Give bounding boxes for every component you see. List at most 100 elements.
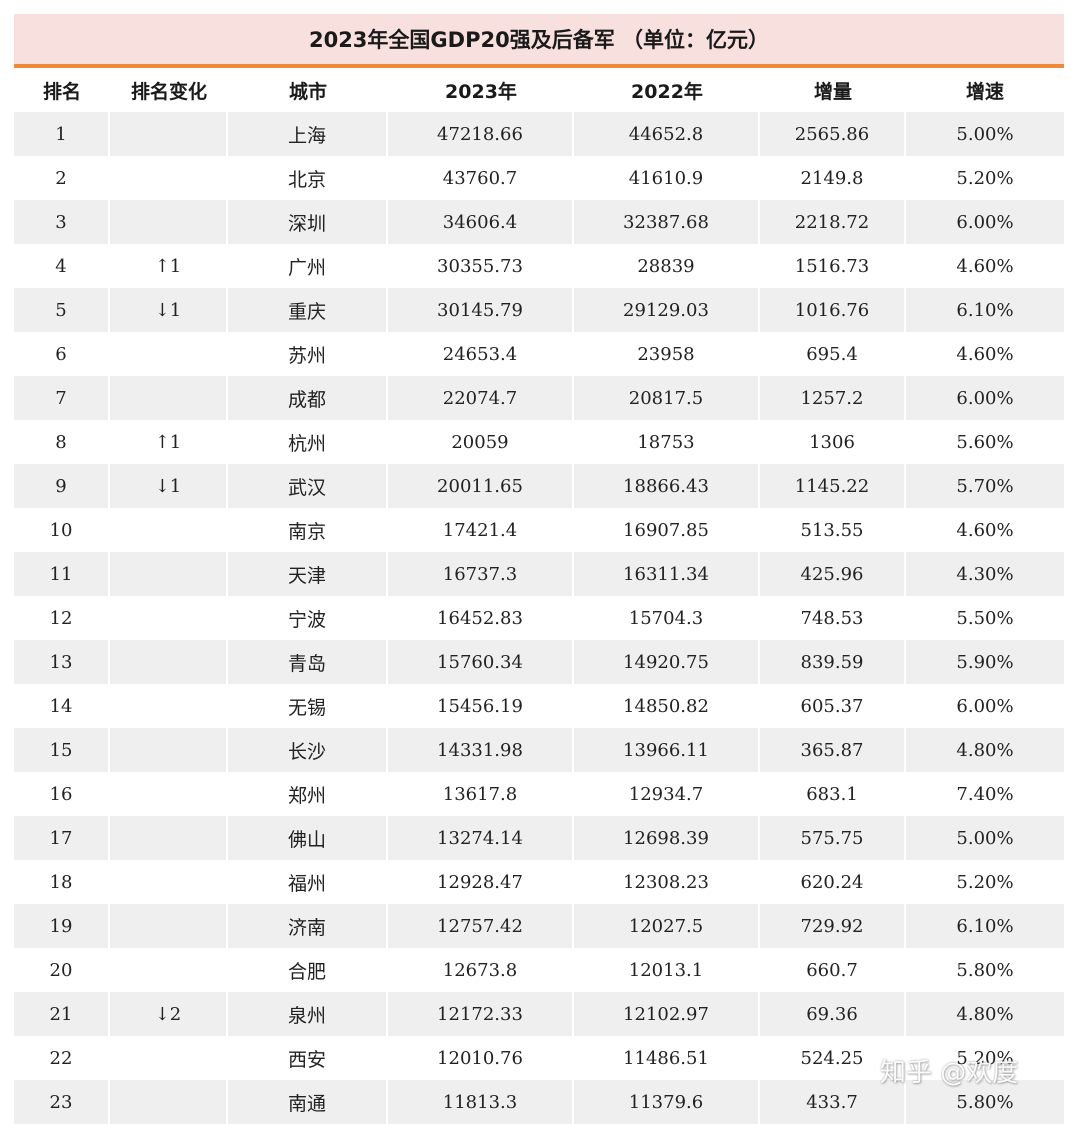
cell-rank-change	[110, 860, 228, 904]
cell-city: 郑州	[228, 772, 388, 816]
cell-growth: 5.90%	[906, 640, 1064, 684]
cell-gdp-2023: 14331.98	[388, 728, 574, 772]
cell-gdp-2023: 12673.8	[388, 948, 574, 992]
cell-city: 泉州	[228, 992, 388, 1036]
cell-rank: 3	[14, 200, 110, 244]
cell-growth: 5.50%	[906, 596, 1064, 640]
cell-increase: 1306	[760, 420, 906, 464]
cell-city: 苏州	[228, 332, 388, 376]
cell-rank: 9	[14, 464, 110, 508]
table-row: 6 苏州 24653.4 23958 695.4 4.60%	[14, 332, 1064, 376]
cell-gdp-2023: 13617.8	[388, 772, 574, 816]
cell-gdp-2023: 34606.4	[388, 200, 574, 244]
cell-city: 无锡	[228, 684, 388, 728]
cell-city: 深圳	[228, 200, 388, 244]
cell-growth: 5.00%	[906, 816, 1064, 860]
cell-city: 南京	[228, 508, 388, 552]
cell-gdp-2022: 12308.23	[574, 860, 760, 904]
cell-gdp-2022: 23958	[574, 332, 760, 376]
cell-increase: 620.24	[760, 860, 906, 904]
cell-rank: 22	[14, 1036, 110, 1080]
cell-gdp-2023: 16452.83	[388, 596, 574, 640]
title-underline	[14, 64, 1064, 68]
cell-rank-change	[110, 1080, 228, 1124]
cell-increase: 839.59	[760, 640, 906, 684]
cell-city: 长沙	[228, 728, 388, 772]
cell-gdp-2022: 12934.7	[574, 772, 760, 816]
cell-city: 杭州	[228, 420, 388, 464]
cell-city: 济南	[228, 904, 388, 948]
cell-increase: 433.7	[760, 1080, 906, 1124]
cell-growth: 4.80%	[906, 728, 1064, 772]
cell-gdp-2022: 18753	[574, 420, 760, 464]
cell-increase: 1145.22	[760, 464, 906, 508]
cell-rank: 17	[14, 816, 110, 860]
cell-rank: 5	[14, 288, 110, 332]
table-row: 4 ↑1 广州 30355.73 28839 1516.73 4.60%	[14, 244, 1064, 288]
cell-growth: 6.00%	[906, 200, 1064, 244]
header-row: 排名 排名变化 城市 2023年 2022年 增量 增速	[14, 68, 1064, 112]
cell-gdp-2022: 12013.1	[574, 948, 760, 992]
cell-growth: 5.00%	[906, 112, 1064, 156]
cell-gdp-2023: 12928.47	[388, 860, 574, 904]
cell-rank: 8	[14, 420, 110, 464]
cell-increase: 575.75	[760, 816, 906, 860]
cell-rank: 15	[14, 728, 110, 772]
cell-gdp-2022: 11486.51	[574, 1036, 760, 1080]
cell-gdp-2023: 16737.3	[388, 552, 574, 596]
col-header-rank-change: 排名变化	[110, 68, 228, 112]
table-row: 23 南通 11813.3 11379.6 433.7 5.80%	[14, 1080, 1064, 1124]
cell-gdp-2023: 47218.66	[388, 112, 574, 156]
table-row: 22 西安 12010.76 11486.51 524.25 5.20%	[14, 1036, 1064, 1080]
cell-gdp-2022: 32387.68	[574, 200, 760, 244]
table-row: 5 ↓1 重庆 30145.79 29129.03 1016.76 6.10%	[14, 288, 1064, 332]
cell-gdp-2022: 15704.3	[574, 596, 760, 640]
cell-city: 成都	[228, 376, 388, 420]
cell-gdp-2022: 41610.9	[574, 156, 760, 200]
cell-increase: 1016.76	[760, 288, 906, 332]
col-header-2022: 2022年	[574, 68, 760, 112]
cell-increase: 1516.73	[760, 244, 906, 288]
cell-rank: 23	[14, 1080, 110, 1124]
col-header-rank: 排名	[14, 68, 110, 112]
cell-increase: 605.37	[760, 684, 906, 728]
col-header-city: 城市	[228, 68, 388, 112]
cell-growth: 6.00%	[906, 684, 1064, 728]
col-header-2023: 2023年	[388, 68, 574, 112]
cell-gdp-2023: 30145.79	[388, 288, 574, 332]
cell-rank-change	[110, 728, 228, 772]
table-body: 1 上海 47218.66 44652.8 2565.86 5.00% 2 北京 43760.7…	[14, 112, 1064, 1124]
table-row: 20 合肥 12673.8 12013.1 660.7 5.80%	[14, 948, 1064, 992]
cell-gdp-2023: 30355.73	[388, 244, 574, 288]
cell-growth: 5.80%	[906, 948, 1064, 992]
cell-rank: 7	[14, 376, 110, 420]
cell-gdp-2022: 14850.82	[574, 684, 760, 728]
cell-gdp-2022: 28839	[574, 244, 760, 288]
table-title: 2023年全国GDP20强及后备军 （单位：亿元）	[14, 14, 1064, 64]
cell-increase: 683.1	[760, 772, 906, 816]
cell-increase: 513.55	[760, 508, 906, 552]
cell-growth: 4.60%	[906, 332, 1064, 376]
cell-rank: 10	[14, 508, 110, 552]
cell-growth: 5.60%	[906, 420, 1064, 464]
table-row: 10 南京 17421.4 16907.85 513.55 4.60%	[14, 508, 1064, 552]
cell-city: 上海	[228, 112, 388, 156]
cell-rank-change: ↓1	[110, 464, 228, 508]
cell-city: 福州	[228, 860, 388, 904]
cell-gdp-2022: 12027.5	[574, 904, 760, 948]
cell-gdp-2023: 12172.33	[388, 992, 574, 1036]
cell-rank-change	[110, 508, 228, 552]
cell-gdp-2023: 24653.4	[388, 332, 574, 376]
cell-growth: 5.20%	[906, 156, 1064, 200]
cell-rank: 11	[14, 552, 110, 596]
cell-increase: 365.87	[760, 728, 906, 772]
cell-gdp-2023: 15760.34	[388, 640, 574, 684]
cell-gdp-2023: 22074.7	[388, 376, 574, 420]
cell-rank-change	[110, 200, 228, 244]
cell-increase: 695.4	[760, 332, 906, 376]
col-header-growth: 增速	[906, 68, 1064, 112]
cell-gdp-2022: 44652.8	[574, 112, 760, 156]
cell-rank-change: ↓1	[110, 288, 228, 332]
cell-increase: 2565.86	[760, 112, 906, 156]
table-row: 7 成都 22074.7 20817.5 1257.2 6.00%	[14, 376, 1064, 420]
